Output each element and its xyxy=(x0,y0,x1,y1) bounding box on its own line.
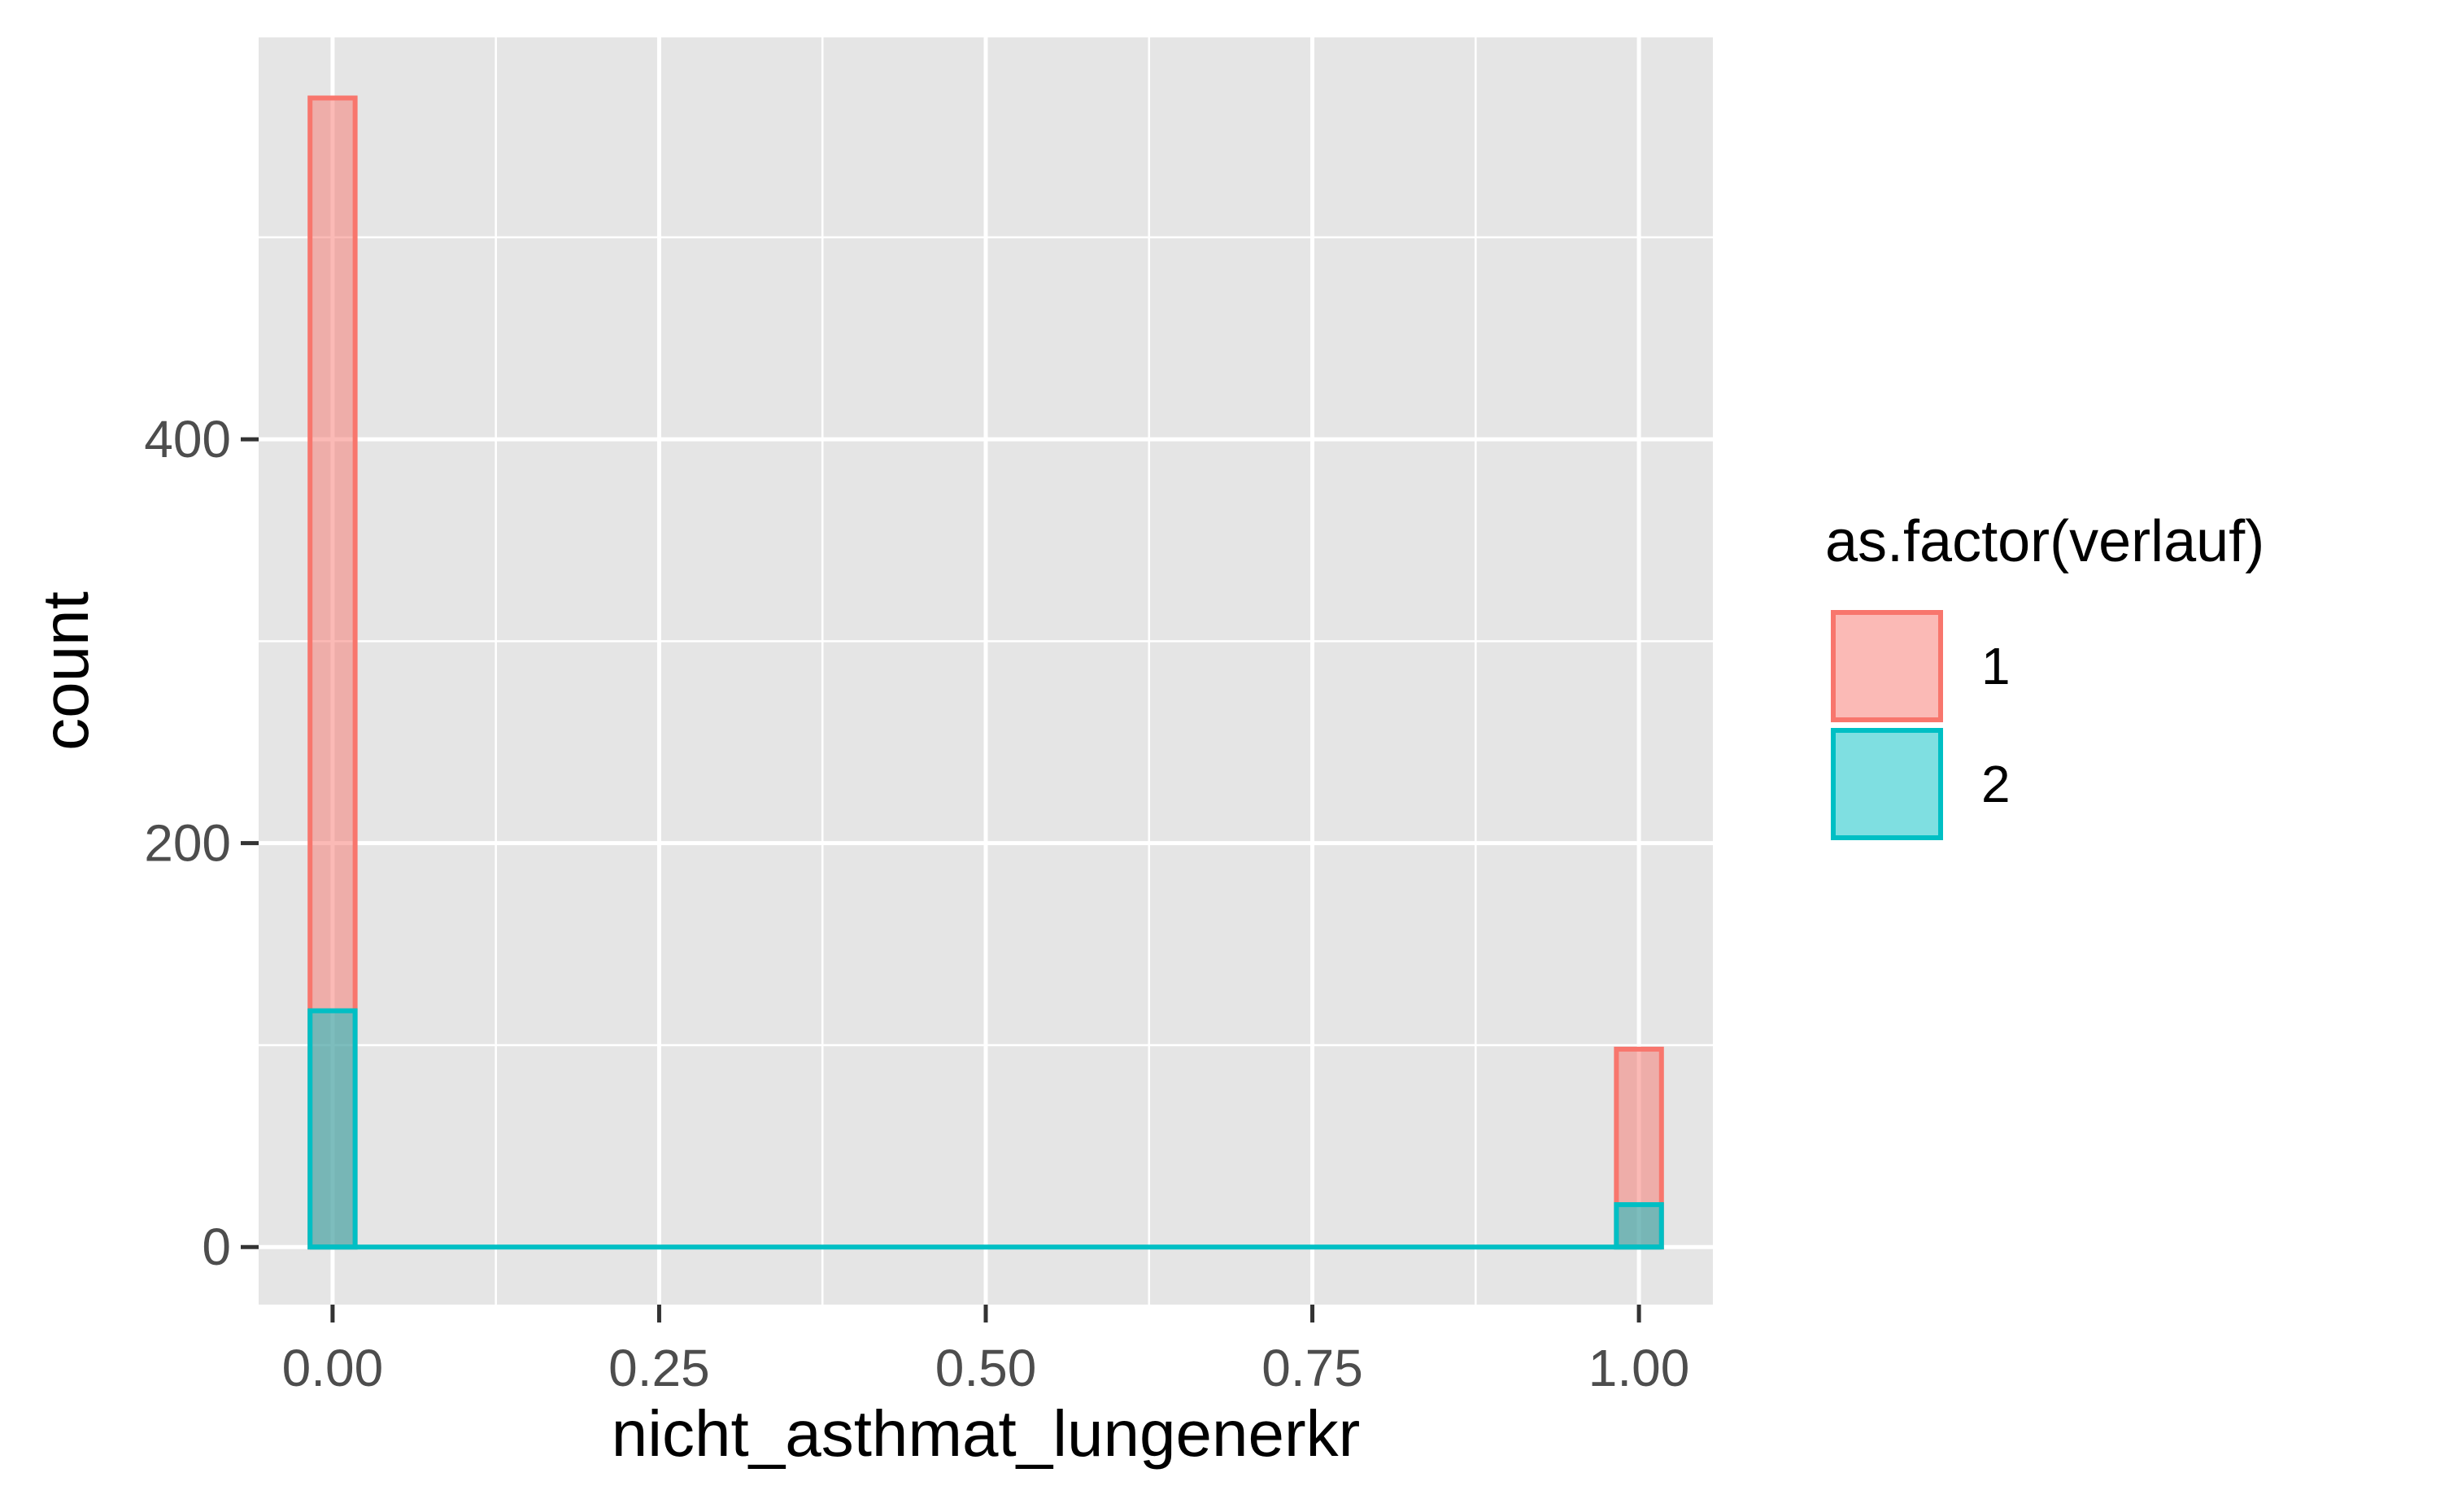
bar-series-2-bin-1 xyxy=(1614,1202,1664,1250)
histogram-bars xyxy=(307,95,1664,1250)
legend-label-1: 1 xyxy=(1981,637,2011,695)
x-tick-label: 0.50 xyxy=(935,1339,1037,1397)
y-axis: 0 200 400 xyxy=(144,410,259,1276)
x-tick-label: 0.75 xyxy=(1261,1339,1363,1397)
legend: as.factor(verlauf) 12 xyxy=(1825,509,2264,840)
legend-items: 12 xyxy=(1831,610,2011,840)
x-tick-label: 0.00 xyxy=(282,1339,384,1397)
legend-key-2 xyxy=(1831,728,1943,840)
y-axis-title: count xyxy=(29,591,102,751)
legend-title: as.factor(verlauf) xyxy=(1825,509,2264,574)
bar-series-2-bin-0 xyxy=(307,1008,358,1250)
x-tick-label: 0.25 xyxy=(608,1339,710,1397)
y-tick-label: 200 xyxy=(144,814,231,873)
y-tick-label: 400 xyxy=(144,410,231,468)
legend-label-2: 2 xyxy=(1981,755,2011,813)
legend-key-1 xyxy=(1831,610,1943,722)
x-axis: 0.00 0.25 0.50 0.75 1.00 xyxy=(282,1305,1690,1397)
y-tick-label: 0 xyxy=(202,1218,231,1276)
x-tick-label: 1.00 xyxy=(1588,1339,1690,1397)
x-axis-title: nicht_asthmat_lungenerkr xyxy=(612,1397,1361,1470)
